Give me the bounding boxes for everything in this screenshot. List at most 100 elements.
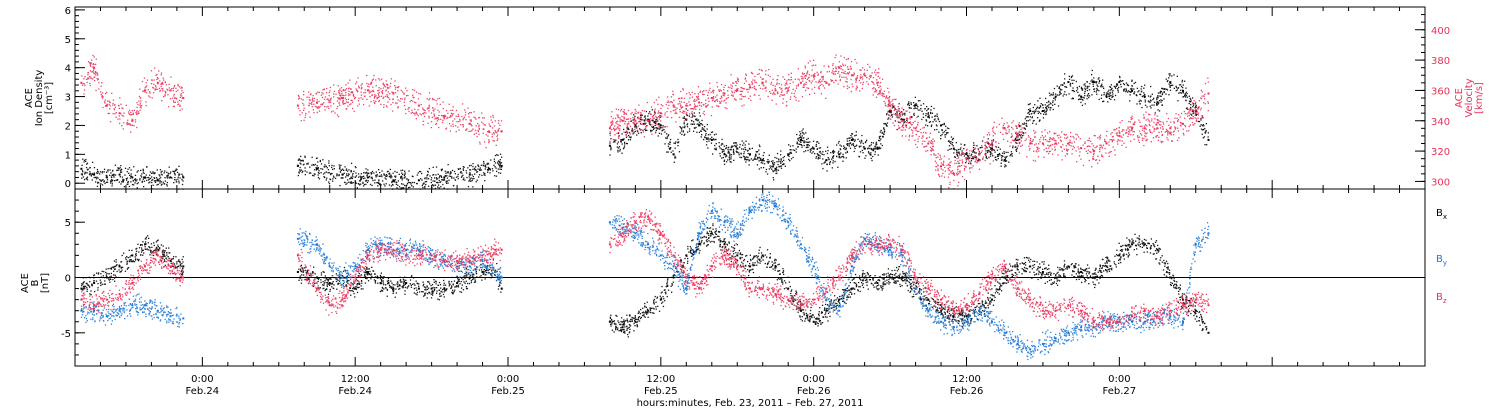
density-series-0-texture-dot	[117, 179, 119, 181]
velocity-series-0-texture-dot	[329, 90, 331, 92]
velocity-series-0-texture-dot	[703, 114, 706, 116]
velocity-series-0-texture-dot	[298, 95, 300, 98]
density-series-0-texture-dot	[368, 175, 371, 177]
velocity-series-0-texture-dot	[1129, 131, 1131, 133]
density-series-0-texture-dot	[299, 166, 301, 169]
density-series-0-texture-dot	[1093, 88, 1095, 90]
velocity-series-0-texture-dot	[329, 99, 332, 101]
velocity-series-0-texture-dot	[1141, 137, 1143, 139]
density-series-0-texture-dot	[981, 140, 984, 142]
density-series-0-texture-dot	[896, 110, 898, 113]
velocity-series-0-texture-dot	[947, 176, 950, 178]
velocity-series-0-texture-dot	[145, 85, 148, 87]
velocity-series-0-texture-dot	[337, 85, 339, 87]
density-series-0-texture-dot	[166, 185, 168, 187]
velocity-series-0-texture-dot	[754, 75, 756, 78]
velocity-series-0-texture-dot	[130, 124, 132, 126]
velocity-series-0-texture-dot	[166, 88, 168, 90]
density-series-0-texture-dot	[733, 153, 735, 155]
velocity-series-0-texture-dot	[855, 87, 857, 89]
velocity-series-0-point	[341, 97, 344, 99]
density-series-0-texture-dot	[892, 105, 894, 108]
density-series-0-texture-dot	[740, 156, 743, 159]
density-series-0-texture-dot	[843, 145, 845, 147]
density-series-0-texture-dot	[734, 145, 737, 148]
density-series-0-texture-dot	[1133, 93, 1135, 95]
density-series-0-texture-dot	[453, 170, 456, 173]
density-series-0-texture-dot	[1005, 160, 1008, 162]
velocity-series-0-texture-dot	[982, 156, 984, 158]
velocity-series-0-texture-dot	[345, 99, 347, 101]
velocity-series-0-texture-dot	[692, 107, 694, 110]
density-series-0-texture-dot	[487, 171, 489, 173]
density-series-0-texture-dot	[111, 181, 113, 183]
density-series-0-texture-dot	[767, 161, 769, 163]
velocity-series-0-texture-dot	[1015, 133, 1018, 136]
density-series-0-texture-dot	[1180, 84, 1182, 86]
density-series-0-texture-dot	[1204, 132, 1206, 134]
density-series-0-texture-dot	[755, 155, 757, 157]
velocity-series-0-texture-dot	[937, 173, 940, 175]
velocity-series-0-texture-dot	[1174, 117, 1176, 119]
velocity-series-0-texture-dot	[343, 103, 345, 105]
velocity-series-0-texture-dot	[1037, 156, 1040, 158]
velocity-series-0-texture-dot	[1200, 118, 1202, 120]
velocity-series-0-texture-dot	[417, 115, 419, 117]
velocity-series-0-texture-dot	[142, 90, 144, 92]
velocity-series-0-texture-dot	[168, 87, 170, 89]
density-series-0-texture-dot	[1088, 85, 1090, 88]
density-series-0-texture-dot	[743, 153, 745, 155]
density-series-0-texture-dot	[977, 148, 979, 150]
density-series-0-texture-dot	[313, 175, 315, 177]
velocity-series-0-texture-dot	[93, 56, 95, 58]
density-series-0-texture-dot	[1097, 78, 1099, 80]
density-series-0-texture-dot	[474, 169, 476, 171]
density-series-0-texture-dot	[770, 160, 773, 163]
velocity-series-0-point	[443, 115, 446, 118]
density-series-0-texture-dot	[1069, 85, 1072, 87]
density-series-0-texture-dot	[1093, 77, 1095, 79]
velocity-series-0-texture-dot	[87, 74, 89, 76]
density-series-0-texture-dot	[721, 157, 723, 159]
velocity-series-0-texture-dot	[969, 171, 971, 173]
density-series-0-texture-dot	[427, 171, 429, 173]
density-series-0-texture-dot	[1161, 92, 1164, 94]
density-series-0-texture-dot	[870, 157, 872, 159]
velocity-series-0-texture-dot	[1119, 131, 1121, 133]
density-series-0-texture-dot	[644, 118, 647, 120]
density-series-0-texture-dot	[1113, 85, 1115, 88]
density-series-0-texture-dot	[1185, 94, 1187, 97]
velocity-series-0-texture-dot	[930, 154, 932, 156]
density-series-0-texture-dot	[996, 154, 999, 156]
velocity-series-0-texture-dot	[1063, 133, 1065, 135]
density-series-0-texture-dot	[715, 143, 717, 145]
density-series-0-texture-dot	[970, 155, 972, 157]
velocity-series-0-texture-dot	[161, 88, 163, 90]
velocity-series-0-texture-dot	[1090, 151, 1092, 153]
density-series-0-texture-dot	[376, 182, 378, 184]
velocity-series-0-texture-0	[80, 54, 184, 133]
velocity-series-0-texture-dot	[995, 141, 997, 143]
velocity-series-0-texture-dot	[904, 129, 906, 131]
velocity-series-0-texture-dot	[1173, 121, 1175, 123]
density-series-0-texture-dot	[627, 127, 630, 129]
density-series-0-texture-dot	[117, 167, 119, 169]
density-series-0-texture-dot	[1195, 104, 1197, 106]
velocity-series-0-texture-dot	[1099, 134, 1102, 136]
density-series-0-texture-dot	[430, 179, 432, 181]
density-series-0-texture-dot	[318, 172, 320, 175]
density-series-0-texture-dot	[615, 139, 617, 141]
velocity-series-0-texture-dot	[916, 146, 918, 148]
density-series-0-texture-dot	[935, 124, 938, 126]
density-series-0-texture-dot	[910, 102, 912, 104]
density-series-0-texture-dot	[1165, 88, 1167, 90]
density-series-0-texture-dot	[975, 156, 978, 158]
velocity-series-0-texture-dot	[1018, 122, 1020, 124]
density-series-0-texture-dot	[904, 112, 906, 114]
density-series-0-texture-dot	[721, 151, 723, 153]
velocity-series-0-texture-dot	[128, 123, 130, 125]
velocity-series-0-texture-dot	[395, 102, 397, 104]
velocity-series-0-texture-dot	[168, 106, 170, 108]
density-series-0-texture-dot	[1125, 91, 1127, 93]
density-series-0-texture-dot	[837, 166, 839, 168]
